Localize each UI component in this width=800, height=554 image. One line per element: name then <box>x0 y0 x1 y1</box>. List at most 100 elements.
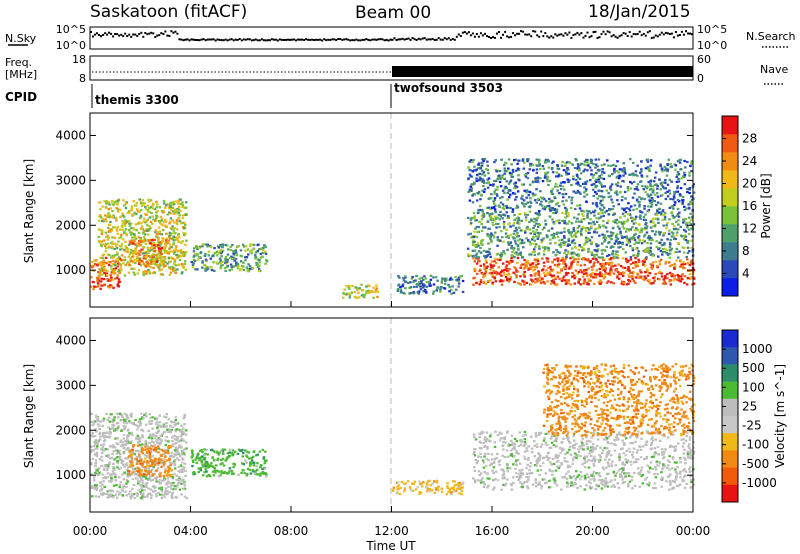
echo-cell <box>153 247 156 250</box>
echo-cell <box>625 236 629 240</box>
echo-cell <box>150 261 153 264</box>
echo-cell <box>100 451 104 455</box>
echo-cell <box>663 277 667 280</box>
echo-cell <box>635 215 638 218</box>
echo-cell <box>104 431 108 434</box>
echo-cell <box>477 244 480 247</box>
echo-cell <box>100 455 103 458</box>
echo-cell <box>566 173 569 176</box>
echo-cell <box>473 181 476 184</box>
echo-cell <box>523 205 526 208</box>
echo-cell <box>507 243 511 246</box>
echo-cell <box>561 193 565 196</box>
echo-cell <box>157 231 160 234</box>
echo-cell <box>559 245 562 248</box>
echo-cell <box>120 254 124 257</box>
echo-cell <box>520 219 523 222</box>
echo-cell <box>177 250 180 253</box>
echo-cell <box>144 412 148 415</box>
echo-cell <box>505 264 509 267</box>
echo-cell <box>683 173 687 177</box>
echo-cell <box>128 240 132 243</box>
echo-cell <box>600 249 604 252</box>
echo-cell <box>133 211 136 214</box>
echo-cell <box>569 162 572 165</box>
noise-point <box>144 32 147 34</box>
noise-point <box>524 33 527 36</box>
echo-cell <box>160 223 163 226</box>
echo-cell <box>563 181 566 184</box>
echo-cell <box>181 471 184 474</box>
echo-cell <box>158 424 162 427</box>
echo-cell <box>242 268 246 272</box>
echo-cell <box>684 217 687 220</box>
echo-cell <box>137 450 140 453</box>
echo-cell <box>425 280 429 284</box>
noise-point <box>303 39 306 41</box>
echo-cell <box>544 247 547 251</box>
echo-cell <box>688 171 691 174</box>
echo-cell <box>577 255 580 258</box>
echo-cell <box>545 236 549 239</box>
echo-cell <box>479 279 483 282</box>
echo-cell <box>627 266 630 269</box>
echo-cell <box>165 204 168 207</box>
echo-cell <box>140 202 143 205</box>
echo-cell <box>152 441 155 444</box>
echo-cell <box>652 277 655 280</box>
echo-cell <box>178 444 181 447</box>
echo-cell <box>646 160 650 163</box>
noise-point <box>373 38 376 41</box>
echo-cell <box>99 485 103 488</box>
echo-cell <box>602 266 605 269</box>
echo-cell <box>129 257 133 261</box>
echo-cell <box>113 416 117 419</box>
echo-cell <box>562 235 566 238</box>
echo-cell <box>158 241 162 244</box>
echo-cell <box>499 256 503 259</box>
echo-cell <box>580 218 583 221</box>
echo-cell <box>471 240 475 244</box>
echo-cell <box>439 290 442 293</box>
echo-cell <box>246 267 250 271</box>
echo-cell <box>141 489 144 492</box>
echo-cell <box>103 262 106 265</box>
echo-cell <box>120 242 124 245</box>
echo-cell <box>672 195 676 198</box>
echo-cell <box>107 278 110 281</box>
echo-cell <box>565 169 568 172</box>
echo-cell <box>165 232 168 235</box>
echo-cell <box>111 254 114 257</box>
echo-cell <box>106 466 110 469</box>
echo-cell <box>676 190 680 193</box>
echo-cell <box>103 465 106 468</box>
echo-cell <box>610 262 613 266</box>
noise-point <box>138 33 141 35</box>
echo-cell <box>593 214 596 217</box>
echo-cell <box>175 478 178 481</box>
echo-cell <box>481 161 484 164</box>
noise-point <box>375 38 378 41</box>
echo-cell <box>117 425 120 428</box>
echo-cell <box>499 201 503 204</box>
echo-cell <box>217 246 221 249</box>
echo-cell <box>107 264 111 267</box>
echo-cell <box>118 263 122 266</box>
noise-point <box>401 37 404 40</box>
echo-cell <box>483 265 486 268</box>
echo-cell <box>637 260 641 263</box>
echo-cell <box>494 209 497 212</box>
noise-point <box>361 38 364 41</box>
echo-cell <box>582 214 585 217</box>
echo-cell <box>513 159 516 162</box>
echo-cell <box>135 252 138 255</box>
echo-cell <box>263 250 267 253</box>
echo-cell <box>577 176 580 179</box>
echo-cell <box>112 496 115 499</box>
echo-cell <box>184 243 187 246</box>
noise-point <box>234 38 237 41</box>
echo-cell <box>153 437 157 440</box>
echo-cell <box>553 283 557 286</box>
echo-cell <box>681 195 685 199</box>
echo-cell <box>475 256 479 259</box>
